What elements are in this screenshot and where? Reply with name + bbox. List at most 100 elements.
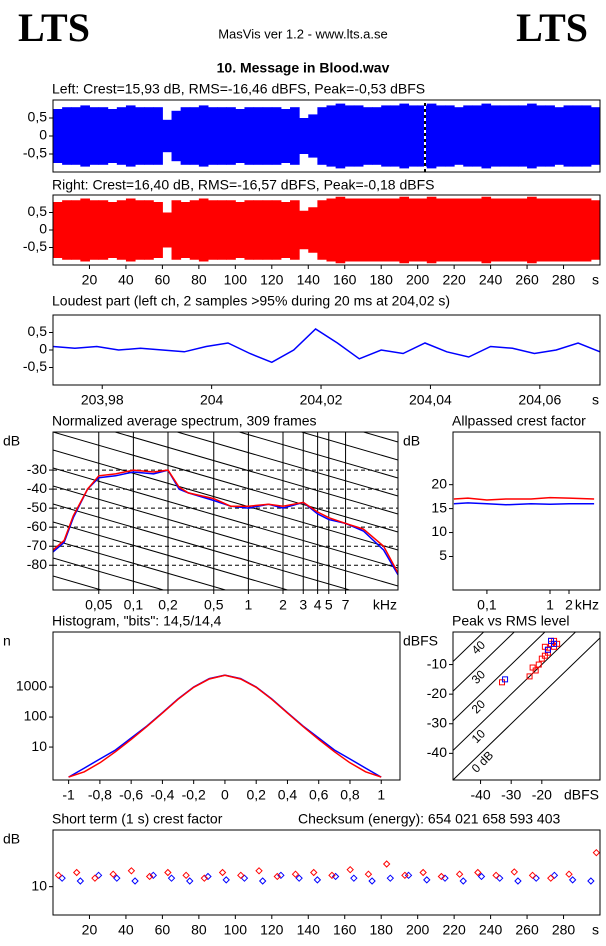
x-tick-label: 280 [552, 272, 576, 288]
point [502, 676, 509, 683]
x-tick-label: -20 [532, 787, 552, 803]
panel-title: Peak vs RMS level [452, 613, 569, 629]
slope-line [53, 521, 290, 590]
waveform-segment [89, 200, 100, 260]
point [109, 870, 117, 878]
y-tick-label: -50 [27, 499, 47, 515]
point [131, 877, 139, 885]
data-line [53, 328, 600, 364]
x-tick-label: 140 [297, 922, 321, 938]
waveform-segment [125, 198, 136, 262]
waveform-segment [517, 198, 528, 262]
y-tick-label: -70 [27, 537, 47, 553]
x-tick-label: 240 [479, 272, 503, 288]
panel-title: Short term (1 s) crest factor [52, 811, 223, 827]
waveform-segment [125, 105, 136, 167]
x-tick-label: 204 [200, 392, 224, 408]
waveform-segment [71, 107, 81, 165]
point [258, 877, 267, 885]
x-tick-label: -30 [501, 787, 521, 803]
point [368, 877, 376, 885]
point [277, 871, 285, 880]
x-tick-label: 0,1 [124, 597, 144, 613]
data-line [453, 496, 595, 501]
y-tick-label: 0,5 [28, 109, 48, 125]
waveform-segment [98, 107, 109, 165]
y-tick-label: -10 [427, 655, 447, 671]
waveform-segment [572, 105, 583, 167]
waveform-segment [344, 198, 355, 262]
x-tick-label: -40 [470, 787, 490, 803]
waveform-segment [517, 105, 528, 167]
x-tick-label: 20 [82, 272, 98, 288]
data-line [453, 502, 595, 506]
waveform-segment [490, 105, 501, 167]
point [58, 874, 66, 882]
point [222, 876, 230, 884]
point [331, 872, 340, 881]
waveform-segment [53, 109, 63, 163]
waveform-segment [235, 109, 245, 163]
waveform-segment [508, 198, 519, 262]
point [529, 664, 536, 671]
point [91, 874, 99, 882]
point [273, 872, 281, 881]
x-axis-unit: s [592, 272, 599, 288]
waveform-segment [280, 202, 291, 258]
x-tick-label: 200 [406, 922, 430, 938]
point [528, 871, 537, 880]
point [514, 877, 522, 885]
slope-line [53, 539, 228, 590]
y-tick-label: 0,5 [28, 323, 48, 339]
waveform-segment [426, 103, 437, 169]
y-axis-label: dB [3, 831, 20, 847]
point [255, 867, 263, 875]
point [544, 646, 551, 653]
x-tick-label: 160 [333, 272, 357, 288]
waveform-segment [116, 200, 127, 260]
diagonal-line [453, 632, 577, 752]
x-tick-label: 180 [370, 922, 394, 938]
waveform-segment [308, 114, 318, 158]
panel-title: Left: Crest=15,93 dB, RMS=-16,46 dBFS, P… [52, 81, 425, 97]
plot-area [53, 432, 398, 590]
slope-line [175, 432, 398, 497]
waveform-segment [417, 105, 428, 167]
waveform-segment [299, 210, 309, 250]
point [310, 868, 318, 877]
plot-area [68, 674, 382, 778]
y-tick-label: 5 [439, 547, 447, 563]
waveform-segment [262, 107, 273, 165]
x-tick-label: 5 [325, 597, 333, 613]
x-tick-label: 80 [191, 272, 207, 288]
y-tick-label: -0,5 [23, 145, 47, 161]
waveform-segment [353, 198, 364, 262]
waveform-segment [144, 107, 154, 165]
x-tick-label: 4 [314, 597, 322, 613]
waveform-segment [399, 196, 410, 264]
plot-area [53, 100, 600, 172]
point [127, 867, 136, 875]
diagonal-label: 30 [469, 667, 489, 687]
waveform-segment [62, 200, 72, 260]
x-tick-label: 204,04 [409, 392, 452, 408]
diagonal-line [453, 632, 546, 722]
waveform-segment [207, 200, 218, 260]
y-tick-label: 0 [39, 221, 47, 237]
waveform-segment [563, 198, 574, 262]
x-tick-label: 204,02 [300, 392, 343, 408]
point [532, 874, 540, 882]
waveform-segment [271, 107, 282, 165]
waveform-segment [89, 107, 100, 165]
y-tick-label: 10 [31, 738, 47, 754]
point [386, 874, 395, 882]
waveform-segment [171, 110, 182, 162]
waveform-segment [463, 105, 473, 167]
y-tick-label: 20 [431, 475, 447, 491]
diagonal-line [453, 632, 515, 692]
x-tick-label: 40 [118, 272, 134, 288]
plot-frame [452, 631, 601, 781]
y-tick-label: 10 [431, 523, 447, 539]
panel-title: Right: Crest=16,40 dB, RMS=-16,57 dBFS, … [52, 177, 434, 193]
x-axis-unit: kHz [373, 597, 397, 613]
